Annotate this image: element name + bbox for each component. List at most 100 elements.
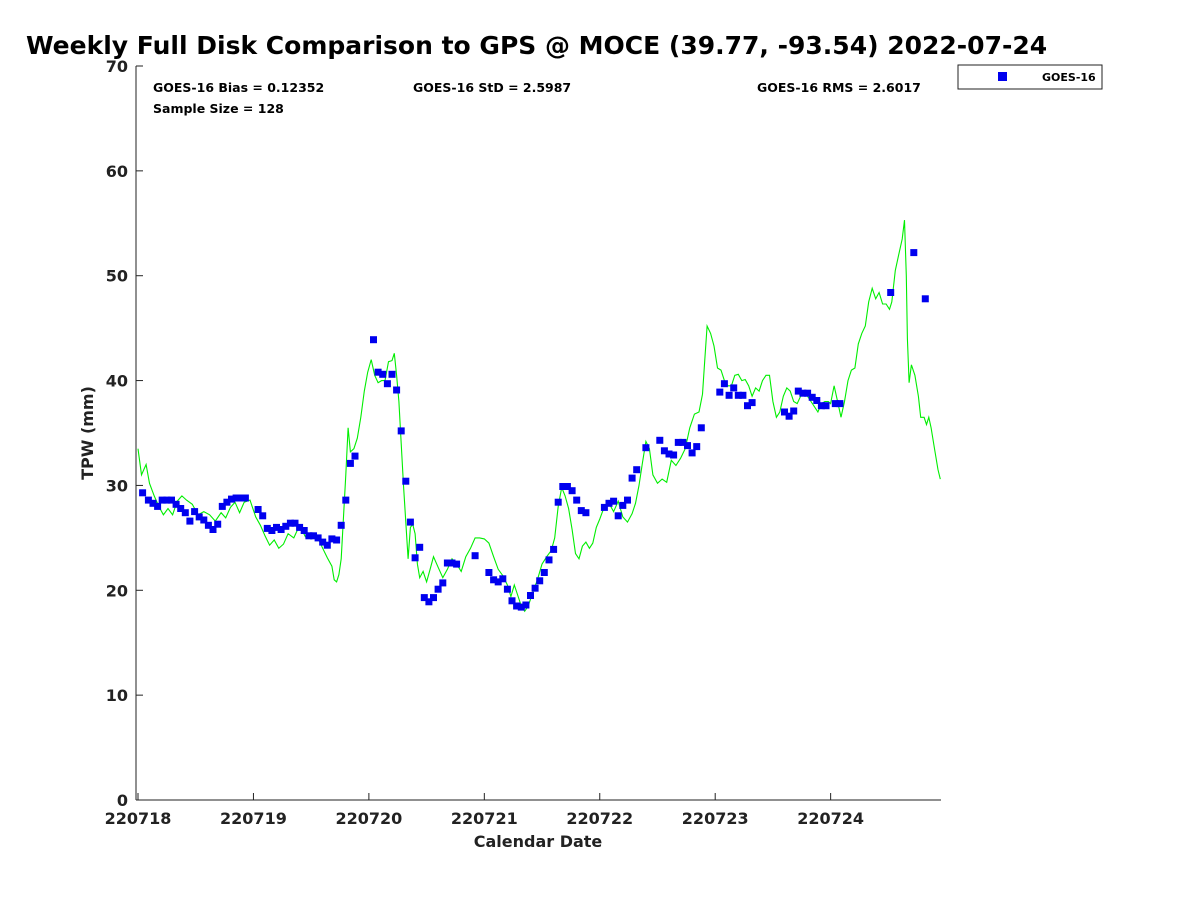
- data-point-goes-16: [314, 534, 322, 542]
- y-tick-label: 40: [106, 372, 128, 391]
- stat-bias: GOES-16 Bias = 0.12352: [153, 80, 324, 95]
- data-point-goes-16: [804, 389, 812, 397]
- data-point-goes-16: [633, 466, 641, 474]
- data-point-goes-16: [420, 594, 428, 602]
- data-point-goes-16: [628, 474, 636, 482]
- data-point-goes-16: [817, 402, 825, 410]
- x-tick-label: 220724: [797, 809, 864, 828]
- data-point-goes-16: [748, 399, 756, 407]
- data-point-goes-16: [670, 451, 678, 459]
- y-tick-label: 0: [117, 791, 128, 810]
- data-point-goes-16: [286, 519, 294, 527]
- data-point-goes-16: [660, 447, 668, 455]
- y-axis-label: TPW (mm): [78, 386, 97, 480]
- data-point-goes-16: [333, 536, 341, 544]
- data-point-goes-16: [310, 532, 317, 540]
- data-point-goes-16: [379, 370, 387, 378]
- data-point-goes-16: [536, 577, 544, 585]
- data-point-goes-16: [223, 498, 231, 506]
- data-point-goes-16: [577, 507, 585, 515]
- data-point-goes-16: [794, 387, 802, 395]
- stat-std: GOES-16 StD = 2.5987: [413, 80, 571, 95]
- data-point-goes-16: [195, 513, 203, 521]
- data-point-goes-16: [550, 545, 558, 553]
- x-ticks: 220718 220719 220720 220721 220722 220723 2207…: [105, 793, 864, 828]
- data-point-goes-16: [522, 601, 530, 609]
- data-point-goes-16: [573, 496, 581, 504]
- data-point-goes-16: [200, 516, 208, 524]
- data-point-goes-16: [273, 523, 280, 531]
- data-point-goes-16: [624, 496, 631, 504]
- data-point-goes-16: [790, 407, 798, 415]
- data-point-goes-16: [725, 391, 733, 399]
- data-point-goes-16: [513, 602, 521, 610]
- y-tick-label: 70: [106, 57, 128, 76]
- data-point-goes-16: [149, 499, 157, 507]
- data-point-goes-16: [697, 424, 705, 432]
- data-point-goes-16: [739, 391, 747, 399]
- data-point-goes-16: [406, 518, 414, 526]
- data-point-goes-16: [443, 559, 451, 567]
- data-point-goes-16: [411, 554, 419, 562]
- data-point-goes-16: [674, 438, 682, 446]
- y-tick-label: 60: [106, 162, 128, 181]
- data-point-goes-16: [374, 368, 382, 376]
- y-tick-label: 20: [106, 581, 128, 600]
- x-tick-label: 220719: [220, 809, 287, 828]
- data-point-goes-16: [319, 538, 327, 546]
- data-point-goes-16: [720, 380, 728, 388]
- data-point-goes-16: [393, 386, 401, 394]
- stat-rms: GOES-16 RMS = 2.6017: [757, 80, 921, 95]
- x-tick-label: 220723: [682, 809, 749, 828]
- data-point-goes-16: [600, 503, 608, 511]
- x-tick-label: 220722: [566, 809, 633, 828]
- data-point-goes-16: [228, 495, 235, 503]
- data-point-goes-16: [734, 391, 742, 399]
- data-point-goes-16: [490, 576, 498, 584]
- series-markers-goes-16: [139, 249, 929, 611]
- x-tick-label: 220721: [451, 809, 518, 828]
- y-tick-label: 50: [106, 267, 128, 286]
- data-point-goes-16: [214, 520, 222, 528]
- data-point-goes-16: [351, 452, 359, 460]
- plot-area: 0 10 20 30 40 50 60 70 220718 220719 220720 220721…: [105, 57, 941, 828]
- data-point-goes-16: [610, 497, 618, 505]
- data-point-goes-16: [277, 526, 285, 533]
- data-point-goes-16: [300, 527, 308, 534]
- data-point-goes-16: [282, 522, 290, 530]
- data-point-goes-16: [416, 543, 424, 551]
- data-point-goes-16: [237, 494, 245, 502]
- data-point-goes-16: [499, 575, 507, 583]
- data-point-goes-16: [397, 427, 405, 435]
- data-point-goes-16: [614, 512, 622, 520]
- data-point-goes-16: [910, 249, 918, 257]
- data-point-goes-16: [921, 295, 929, 303]
- data-point-goes-16: [559, 483, 567, 490]
- legend-label-goes16: GOES-16: [1042, 71, 1096, 84]
- data-point-goes-16: [679, 438, 687, 446]
- data-point-goes-16: [665, 450, 673, 458]
- data-point-goes-16: [494, 578, 502, 586]
- x-tick-label: 220718: [105, 809, 172, 828]
- data-point-goes-16: [503, 585, 511, 593]
- data-point-goes-16: [346, 459, 354, 467]
- data-point-goes-16: [799, 389, 807, 397]
- data-point-goes-16: [439, 579, 447, 587]
- data-point-goes-16: [254, 506, 262, 513]
- data-point-goes-16: [268, 527, 276, 534]
- data-point-goes-16: [181, 509, 189, 517]
- data-point-goes-16: [716, 388, 724, 396]
- data-point-goes-16: [744, 402, 751, 410]
- data-point-goes-16: [568, 487, 576, 495]
- data-point-goes-16: [383, 380, 391, 388]
- data-point-goes-16: [887, 289, 895, 296]
- data-point-goes-16: [785, 412, 793, 420]
- data-point-goes-16: [209, 526, 217, 533]
- data-point-goes-16: [168, 496, 175, 504]
- data-point-goes-16: [342, 496, 350, 504]
- data-point-goes-16: [291, 519, 299, 527]
- data-point-goes-16: [388, 370, 396, 378]
- data-point-goes-16: [158, 496, 166, 504]
